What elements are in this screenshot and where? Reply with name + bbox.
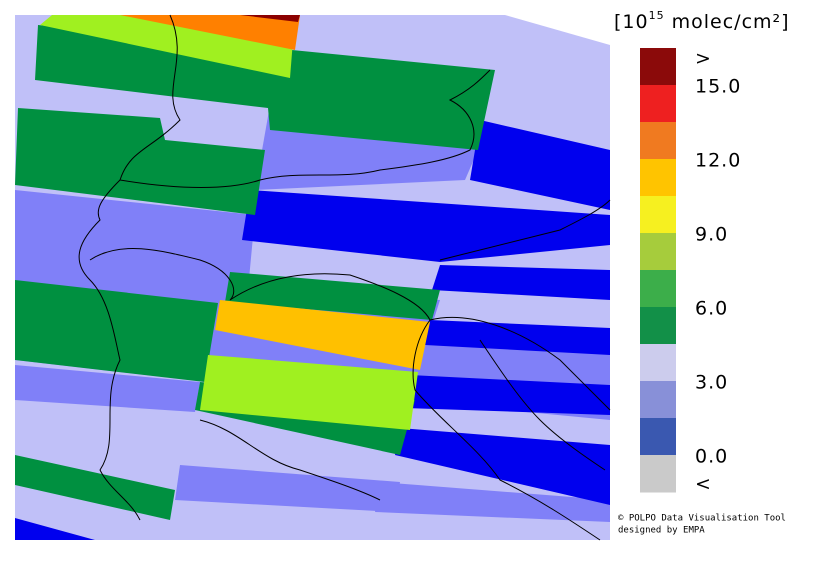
swath-pixel	[15, 280, 218, 382]
swath-pixel	[15, 455, 175, 520]
swath-pixel	[425, 320, 610, 355]
swath-pixel	[120, 15, 300, 50]
country-border	[119, 69, 491, 188]
colorbar-label: 15.0	[695, 76, 741, 98]
swath-pixel	[395, 428, 610, 505]
colorbar-segment	[640, 418, 676, 456]
colorbar-segment	[640, 159, 676, 197]
swath-pixel	[242, 190, 610, 262]
legend: [1015 molec/cm²] >15.0 12.0 9.0 6.0 3.0 0.0 <	[614, 9, 790, 495]
colorbar-segment	[640, 381, 676, 419]
colorbar-label: 6.0	[695, 298, 728, 320]
colorbar-label: 0.0	[695, 446, 728, 468]
colorbar-segment	[640, 455, 676, 493]
colorbar-segment	[640, 48, 676, 86]
map	[15, 14, 611, 541]
colorbar-segment	[640, 344, 676, 382]
swath-pixel	[215, 300, 430, 370]
swath-pixel	[432, 265, 610, 300]
white-area	[505, 15, 610, 45]
colorbar-label: 9.0	[695, 224, 728, 246]
legend-title-base: [10	[614, 11, 649, 33]
swath-pixel	[405, 375, 610, 415]
colorbar-segment	[640, 307, 676, 345]
colorbar-segment	[640, 85, 676, 123]
legend-title-exponent: 15	[649, 9, 665, 22]
country-border	[199, 316, 611, 501]
colorbar-label: 3.0	[695, 372, 728, 394]
swath-pixel	[175, 465, 400, 512]
legend-title: [1015 molec/cm²]	[614, 9, 790, 33]
country-border	[89, 248, 601, 541]
credit: designed by EMPA	[618, 526, 705, 536]
credit: © POLPO Data Visualisation Tool	[618, 514, 786, 524]
swath-pixel	[240, 15, 300, 22]
country-border	[78, 14, 181, 521]
colorbar-segment	[640, 196, 676, 234]
colorbar-label: >	[695, 48, 712, 70]
legend-title-unit: molec/cm²]	[665, 11, 790, 33]
colorbar-segment	[640, 233, 676, 271]
swath-pixel	[470, 120, 610, 210]
country-border	[439, 199, 611, 471]
colorbar-label: <	[695, 473, 712, 495]
swath-pixel	[15, 365, 200, 412]
swath-pixel	[225, 272, 440, 320]
colorbar-segment	[640, 270, 676, 308]
swath-pixel	[200, 355, 418, 430]
swath-pixel	[35, 25, 495, 150]
colorbar-label: 12.0	[695, 150, 741, 172]
swath-pixel	[15, 108, 265, 215]
colorbar-segment	[640, 122, 676, 160]
swath-pixel	[15, 518, 95, 540]
swath-pixel	[375, 482, 610, 522]
